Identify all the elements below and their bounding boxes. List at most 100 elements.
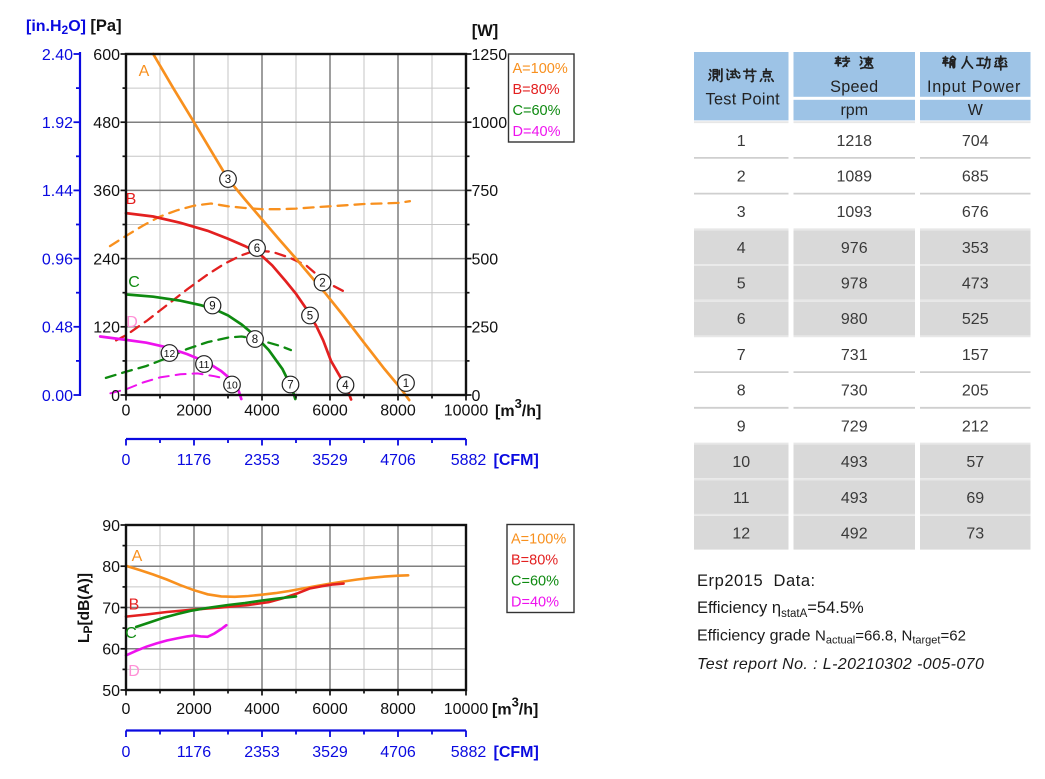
svg-text:2.40: 2.40: [42, 47, 73, 64]
svg-text:4000: 4000: [244, 701, 280, 718]
svg-text:1089: 1089: [836, 168, 872, 185]
svg-text:1218: 1218: [836, 133, 872, 150]
svg-text:7: 7: [737, 347, 746, 364]
svg-text:1176: 1176: [177, 744, 212, 761]
svg-text:600: 600: [93, 47, 120, 64]
svg-text:250: 250: [472, 320, 499, 337]
svg-text:3: 3: [737, 204, 746, 221]
svg-text:360: 360: [93, 183, 120, 200]
svg-text:C: C: [128, 274, 140, 291]
svg-text:3529: 3529: [312, 744, 348, 761]
svg-text:729: 729: [841, 418, 868, 435]
svg-text:980: 980: [841, 311, 868, 328]
svg-text:80: 80: [102, 559, 120, 576]
svg-text:2353: 2353: [244, 452, 280, 469]
svg-text:0: 0: [122, 403, 131, 420]
svg-text:8: 8: [737, 383, 746, 400]
svg-text:730: 730: [841, 383, 868, 400]
svg-text:[W]: [W]: [472, 22, 499, 40]
svg-text:2000: 2000: [176, 403, 212, 420]
svg-text:[in.H2O]: [in.H2O]: [26, 18, 86, 37]
svg-text:Test Point: Test Point: [706, 91, 781, 109]
svg-text:2000: 2000: [176, 701, 212, 718]
svg-text:A=100%: A=100%: [513, 61, 568, 77]
svg-text:Input Power: Input Power: [927, 78, 1021, 96]
svg-text:676: 676: [962, 204, 989, 221]
svg-text:B: B: [126, 191, 137, 208]
svg-text:8000: 8000: [380, 701, 416, 718]
svg-text:1250: 1250: [472, 47, 508, 64]
svg-text:6000: 6000: [312, 403, 348, 420]
svg-text:6000: 6000: [312, 701, 348, 718]
svg-text:1.44: 1.44: [42, 183, 73, 200]
svg-text:Speed: Speed: [830, 78, 878, 96]
svg-text:731: 731: [841, 347, 868, 364]
svg-text:rpm: rpm: [840, 102, 868, 119]
svg-text:Efficiency grade Nactual=66.8,: Efficiency grade Nactual=66.8, Ntarget=6…: [697, 628, 966, 647]
svg-text:212: 212: [962, 418, 989, 435]
svg-text:0: 0: [472, 388, 481, 405]
svg-text:11: 11: [199, 360, 210, 371]
svg-text:11: 11: [733, 490, 750, 507]
svg-text:Test report No. : L-20210302 -: Test report No. : L-20210302 -005-070: [697, 656, 984, 673]
svg-text:60: 60: [102, 642, 120, 659]
svg-text:493: 493: [841, 490, 868, 507]
svg-text:1: 1: [737, 133, 746, 150]
svg-text:976: 976: [841, 240, 868, 257]
svg-text:2: 2: [737, 168, 746, 185]
svg-text:5: 5: [307, 310, 313, 322]
svg-text:12: 12: [164, 349, 176, 360]
svg-text:3: 3: [225, 174, 231, 186]
svg-text:B=80%: B=80%: [513, 82, 560, 98]
svg-text:B: B: [129, 597, 140, 614]
svg-text:69: 69: [966, 490, 984, 507]
svg-text:978: 978: [841, 276, 868, 293]
svg-text:0: 0: [122, 452, 131, 469]
svg-text:1000: 1000: [472, 115, 508, 132]
svg-text:B=80%: B=80%: [511, 553, 558, 569]
svg-text:C: C: [125, 625, 137, 642]
svg-text:[CFM]: [CFM]: [494, 452, 539, 469]
svg-text:50: 50: [102, 683, 120, 700]
svg-text:1.92: 1.92: [42, 115, 73, 132]
svg-text:12: 12: [732, 526, 750, 543]
svg-text:0.48: 0.48: [42, 320, 73, 337]
svg-text:1: 1: [403, 378, 409, 390]
svg-text:2: 2: [319, 277, 325, 289]
svg-text:A: A: [139, 63, 150, 80]
svg-text:Efficiency ηstatA=54.5%: Efficiency ηstatA=54.5%: [697, 599, 864, 620]
svg-text:[Pa]: [Pa]: [90, 17, 121, 35]
svg-text:10000: 10000: [444, 701, 489, 718]
svg-text:C=60%: C=60%: [513, 103, 561, 119]
svg-text:2353: 2353: [244, 744, 280, 761]
svg-text:1176: 1176: [177, 452, 212, 469]
svg-text:6: 6: [737, 311, 746, 328]
svg-text:240: 240: [93, 251, 120, 268]
svg-text:157: 157: [962, 347, 989, 364]
svg-text:D=40%: D=40%: [511, 595, 559, 611]
svg-text:750: 750: [472, 183, 499, 200]
svg-text:10: 10: [732, 454, 750, 471]
svg-text:205: 205: [962, 383, 989, 400]
svg-text:0: 0: [122, 701, 131, 718]
svg-text:353: 353: [962, 240, 989, 257]
svg-text:0: 0: [111, 388, 120, 405]
svg-text:0: 0: [122, 744, 131, 761]
svg-text:480: 480: [93, 115, 120, 132]
svg-text:0.00: 0.00: [42, 388, 73, 405]
svg-text:A: A: [132, 548, 143, 565]
svg-text:685: 685: [962, 168, 989, 185]
svg-text:[CFM]: [CFM]: [494, 744, 539, 761]
svg-text:120: 120: [93, 320, 120, 337]
svg-text:4: 4: [342, 380, 349, 392]
svg-text:525: 525: [962, 311, 989, 328]
svg-text:4706: 4706: [380, 452, 416, 469]
svg-text:57: 57: [966, 454, 984, 471]
svg-text:0.96: 0.96: [42, 251, 73, 268]
svg-text:9: 9: [209, 300, 215, 312]
svg-text:5882: 5882: [451, 744, 487, 761]
svg-text:6: 6: [254, 243, 260, 255]
svg-text:D=40%: D=40%: [513, 124, 561, 140]
svg-text:70: 70: [102, 600, 120, 617]
svg-text:704: 704: [962, 133, 989, 150]
